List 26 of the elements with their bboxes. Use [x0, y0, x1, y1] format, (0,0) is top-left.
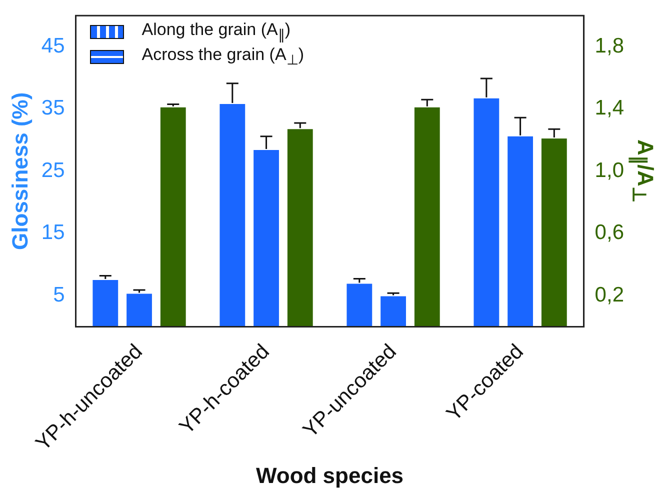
bar	[254, 150, 279, 327]
bar	[287, 129, 313, 327]
bar	[92, 280, 118, 327]
y2-tick-label: 1,4	[594, 96, 624, 120]
y-tick-label: 35	[41, 96, 65, 120]
bar	[414, 107, 440, 327]
y-tick-label: 15	[41, 221, 65, 244]
bar	[220, 104, 246, 327]
y-tick-label: 25	[41, 158, 65, 182]
y-tick-label: 5	[53, 283, 65, 306]
y2-tick-label: 1,8	[594, 34, 624, 58]
legend-label: Along the grain (A$_{∥}$)	[142, 20, 291, 44]
legend-label: Across the grain (A$_{⊥}$)	[142, 45, 304, 69]
bar	[346, 284, 372, 327]
y-axis-title: Glossiness (%)	[7, 92, 32, 250]
bar	[541, 138, 567, 327]
bar	[380, 296, 406, 327]
bar	[160, 107, 186, 327]
y-tick-label: 45	[41, 34, 65, 58]
x-axis-title: Wood species	[256, 462, 404, 488]
bar	[126, 294, 152, 327]
y2-tick-label: 1,0	[594, 158, 624, 182]
y2-tick-label: 0,2	[594, 283, 624, 306]
bar	[508, 136, 534, 327]
bar	[474, 98, 500, 327]
y2-tick-label: 0,6	[594, 221, 624, 244]
